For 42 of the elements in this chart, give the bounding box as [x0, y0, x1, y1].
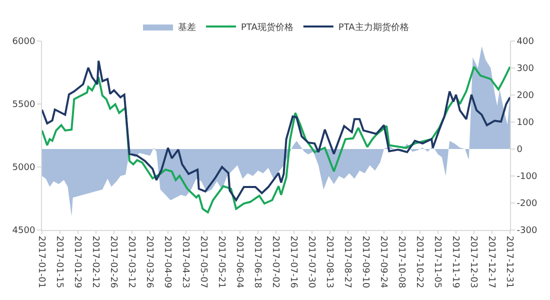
x-tick-label: 2017-07-30 — [306, 236, 316, 288]
x-tick-label: 2017-08-13 — [324, 236, 334, 288]
x-tick-label: 2017-08-27 — [342, 236, 352, 288]
y2-tick-label: 100 — [516, 118, 534, 128]
x-tick-label: 2017-07-16 — [288, 236, 298, 288]
y2-tick-label: -300 — [516, 226, 538, 236]
x-tick-label: 2017-10-08 — [396, 236, 406, 288]
x-tick-label: 2017-03-12 — [126, 236, 136, 288]
x-tick-label: 2017-05-21 — [216, 236, 226, 288]
legend-label: 基差 — [178, 22, 196, 34]
x-tick-label: 2017-02-12 — [90, 236, 100, 288]
x-tick-label: 2017-07-02 — [270, 236, 280, 288]
x-tick-label: 2017-01-01 — [36, 236, 46, 288]
y-tick-label: 6000 — [12, 37, 36, 48]
y2-tick-label: 300 — [516, 64, 534, 74]
x-tick-label: 2017-12-03 — [468, 236, 478, 288]
legend-label: PTA现货价格 — [241, 22, 294, 34]
x-tick-label: 2017-10-22 — [414, 236, 424, 288]
x-tick-label: 2017-01-15 — [54, 236, 64, 288]
y-tick-label: 5000 — [12, 163, 36, 174]
legend-label: PTA主力期货价格 — [338, 22, 409, 34]
y-tick-label: 5500 — [12, 100, 36, 110]
x-tick-label: 2017-09-24 — [378, 236, 388, 288]
y2-tick-label: 200 — [516, 91, 534, 102]
x-tick-label: 2017-04-09 — [162, 236, 172, 288]
x-tick-label: 2017-02-26 — [108, 236, 118, 288]
x-tick-label: 2017-09-10 — [360, 236, 370, 288]
x-tick-label: 2017-01-29 — [72, 236, 82, 288]
y2-tick-label: -100 — [516, 172, 538, 182]
x-tick-label: 2017-12-31 — [504, 236, 514, 288]
x-tick-label: 2017-06-18 — [252, 236, 262, 288]
y2-tick-label: -200 — [516, 199, 538, 210]
x-tick-label: 2017-05-07 — [198, 236, 208, 288]
y2-tick-label: 0 — [516, 145, 523, 156]
x-tick-label: 2017-12-17 — [486, 236, 496, 288]
x-tick-label: 2017-03-26 — [144, 236, 154, 288]
y-tick-label: 4500 — [12, 226, 36, 236]
y2-tick-label: 400 — [516, 37, 534, 48]
x-tick-label: 2017-11-05 — [432, 236, 442, 288]
x-tick-label: 2017-11-19 — [450, 236, 460, 288]
x-tick-label: 2017-06-04 — [234, 236, 244, 288]
x-tick-label: 2017-04-23 — [180, 236, 190, 288]
